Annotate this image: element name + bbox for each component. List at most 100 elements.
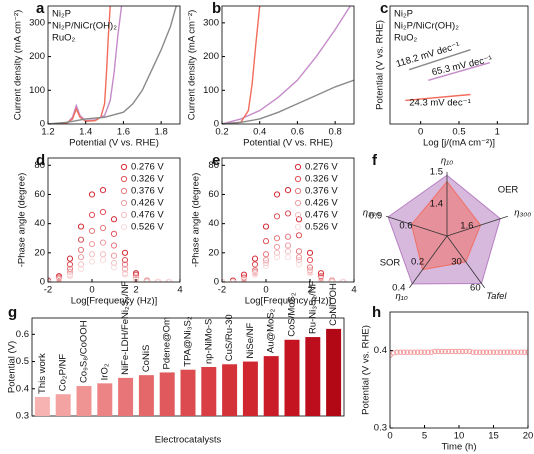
data-point [110,259,118,267]
data-point [306,257,314,264]
radar-spoke [446,235,485,289]
x-tick-label: 0 [89,285,94,296]
data-point [121,257,129,264]
y-tick-label: 80 [34,160,45,171]
x-tick-label: 1.6 [117,127,130,138]
radar-group-label: SOR [380,258,401,269]
data-point [442,348,448,355]
panel-letter: g [8,304,17,321]
legend-label: 0.376 V [305,186,338,197]
x-tick-label: 0 [387,431,392,442]
plot-area [405,48,490,102]
data-point [487,349,493,355]
radar-spoke [409,235,448,289]
x-axis-label: Electrocatalysts [155,435,222,446]
category-label: IrO₂ [99,363,110,380]
category-label: TPA@Ni₃S₂ [183,316,194,367]
legend-label: 0.526 V [131,222,164,233]
legend-marker [120,187,128,195]
data-point [508,349,514,355]
y-tick-label: 60 [34,189,45,200]
data-point [121,271,129,278]
legend-label: Ni₂P [394,9,413,20]
x-axis-label: Log[Frequency (Hz)] [245,296,332,307]
x-axis-label: Log [j/(mA cm⁻²)] [423,138,495,149]
panel-letter: c [380,0,388,17]
x-tick-label: 0 [263,285,268,296]
data-point [262,262,270,270]
legend-marker [120,175,128,183]
data-point [435,348,441,355]
legend-label: 0.326 V [131,174,164,185]
data-point [404,349,410,355]
data-point [88,227,96,235]
x-tick-label: 5 [422,431,427,442]
y-tick-label: 0 [214,119,219,130]
x-tick-label: 1.8 [155,127,168,138]
data-point [66,265,74,272]
x-axis-label: Time (h) [441,442,476,453]
x-tick-label: 4 [177,285,182,296]
data-point [77,261,85,268]
radar-tick-label: 1.5 [430,167,443,178]
data-line [48,6,177,124]
x-tick-label: 15 [488,431,499,442]
data-point [273,213,281,220]
x-tick-label: 0.6 [291,127,304,138]
radar-axis-label: Tafel [486,291,507,302]
y-tick-label: 100 [29,85,45,96]
x-tick-label: 2 [133,285,138,296]
radar-spoke [446,215,508,237]
y-axis-label: -Phase angle (degree) [17,173,28,268]
x-axis-label: Potential (V vs. RHE) [69,138,159,149]
category-label: Co₉S₈/CoOOH [79,320,90,383]
plot-frame [221,157,355,283]
annotation: 65.3 mV dec⁻¹ [431,54,493,79]
category-label: CoS/MoS₂ [287,292,298,337]
bar [159,372,175,416]
data-point [401,349,407,355]
y-tick-label: 0.3 [16,411,29,422]
x-tick-label: 1.2 [41,127,54,138]
plot-area [48,6,177,124]
data-point [449,348,455,355]
legend-label: Ni₂P [52,9,71,20]
radar-tick-label: 0.6 [399,221,412,232]
legend-label: RuO₂ [394,33,418,44]
data-point [494,349,500,355]
y-tick-label: 40 [34,218,45,229]
data-point [477,349,483,355]
y-axis-label: -Phase angle (degree) [191,173,202,268]
data-point [514,349,521,355]
x-tick-label: 1.4 [79,127,92,138]
bar [201,367,217,416]
data-point [295,232,303,239]
data-point [490,349,497,355]
plot-frame [221,5,355,125]
legend-label: 0.326 V [305,174,338,185]
bar [138,375,154,416]
category-label: np-NiMo-S [203,319,214,364]
plot-frame [389,311,529,429]
data-point [459,348,466,355]
bar [180,369,196,416]
data-point [88,191,96,198]
x-tick-label: 2 [307,285,312,296]
radar-tick-label: 1.6 [460,221,473,232]
radar-tick-label: 60 [470,282,481,293]
bar [97,383,113,416]
radar-axis-label: η₁₀ [395,291,407,302]
y-axis-label: Current density (mA cm⁻²) [187,10,198,121]
data-point [432,348,438,355]
y-tick-label: 20 [34,247,45,258]
data-point [251,271,259,278]
panel-letter: d [36,152,45,169]
bar [242,361,258,416]
y-tick-label: 300 [203,17,219,28]
data-point [414,349,421,355]
data-line [405,93,471,102]
legend-label: 0.276 V [305,162,338,173]
data-point [480,349,486,355]
data-point [295,257,303,264]
y-tick-label: 0 [40,119,45,130]
